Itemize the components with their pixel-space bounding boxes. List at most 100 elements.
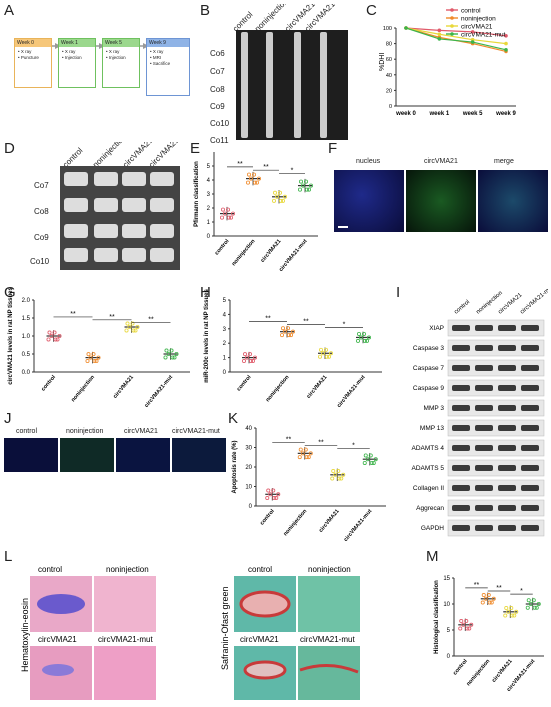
step-week1: Week 1 • X ray • Injection <box>58 38 96 88</box>
data-point <box>253 180 258 185</box>
protein-label: Caspase 3 <box>413 345 444 352</box>
data-point <box>272 198 277 203</box>
blot-col-label: control <box>453 299 471 315</box>
y-tick-label: 2 <box>223 341 227 347</box>
data-point <box>319 347 324 352</box>
legend-marker <box>450 24 454 28</box>
data-point <box>227 215 232 220</box>
mri-col-label: control <box>61 146 85 170</box>
data-point <box>437 28 442 33</box>
blot-band <box>498 525 516 531</box>
data-point <box>85 359 90 364</box>
xray-spine <box>266 32 273 138</box>
step-item: Injection <box>64 55 82 60</box>
data-point <box>337 476 342 481</box>
x-tick-label: noninjection <box>283 508 309 537</box>
data-point <box>503 613 508 618</box>
protein-label: GAPDH <box>421 525 444 532</box>
data-point <box>528 602 533 607</box>
data-point <box>356 331 361 336</box>
y-axis-label: %DHI <box>379 53 386 71</box>
data-point <box>306 455 311 460</box>
sig-label: ** <box>237 161 243 168</box>
blot-band <box>498 485 516 491</box>
sig-label: ** <box>303 318 309 325</box>
sog-title: noninjection <box>308 565 351 574</box>
xray-col-label: control <box>231 10 255 34</box>
data-point <box>243 352 248 357</box>
blot-band <box>521 485 539 491</box>
x-tick-label: week 0 <box>395 111 416 117</box>
step-item: X ray <box>152 49 164 54</box>
data-point <box>55 337 60 342</box>
data-point <box>330 476 335 481</box>
data-point <box>298 187 303 192</box>
panel-a-timeline: Week 0 • X ray • Puncture Week 1 • X ray •… <box>14 38 196 98</box>
data-point <box>52 330 57 335</box>
blot-band <box>475 465 493 471</box>
y-tick-label: 4 <box>207 178 211 184</box>
data-point <box>366 335 371 340</box>
data-point <box>286 326 291 331</box>
data-point <box>231 211 236 216</box>
data-point <box>504 606 509 611</box>
xray-row-label: Co6 <box>210 49 225 58</box>
data-point <box>226 207 231 212</box>
y-axis-label: Pfirmann classification <box>194 161 200 227</box>
data-point <box>362 338 367 343</box>
data-point <box>525 605 530 610</box>
data-point <box>251 359 256 364</box>
data-point <box>327 354 332 359</box>
blot-band <box>452 385 470 391</box>
blot-band <box>498 365 516 371</box>
data-point <box>373 457 378 462</box>
data-point <box>458 626 463 631</box>
data-point <box>223 211 228 216</box>
blot-band <box>452 365 470 371</box>
data-point <box>534 605 539 610</box>
xray-spine <box>241 32 248 138</box>
data-point <box>514 609 519 614</box>
data-point <box>304 179 309 184</box>
panel-k-apoptosis-chart: Apoptosis rate (%) 0 10 20 30 40 control noninj… <box>228 414 394 548</box>
data-point <box>491 596 496 601</box>
data-point <box>242 359 247 364</box>
panel-label-g: G <box>4 284 16 301</box>
data-point <box>253 355 258 360</box>
blot-band <box>521 385 539 391</box>
y-tick-label: 15 <box>443 576 450 582</box>
data-point <box>246 180 251 185</box>
y-tick-label: 1 <box>207 220 211 226</box>
data-point <box>299 179 304 184</box>
data-point <box>328 351 333 356</box>
data-point <box>96 355 101 360</box>
data-point <box>481 593 486 598</box>
he-stain-label: Hematoxylin-eosin <box>20 598 30 672</box>
blot-strip <box>447 359 545 377</box>
blot-band <box>521 345 539 351</box>
x-tick-label: circVMA21 <box>491 658 514 683</box>
blot-band <box>475 345 493 351</box>
data-point <box>245 355 250 360</box>
data-point <box>219 215 224 220</box>
fish-circvma21-image <box>406 170 476 232</box>
panel-e-pfirmann-chart: Pfirmann classification 0 1 2 3 4 5 control noni… <box>190 142 326 282</box>
panel-label-e: E <box>190 140 201 157</box>
panel-f-fish: nucleus circVMA21 merge <box>334 158 548 248</box>
data-point <box>355 338 360 343</box>
blot-band <box>452 345 470 351</box>
y-tick-label: 30 <box>245 446 252 452</box>
y-tick-label: 0 <box>447 654 451 660</box>
blot-band <box>498 445 516 451</box>
y-tick-label: 100 <box>383 26 392 32</box>
data-point <box>369 460 374 465</box>
protein-label: ADAMTS 4 <box>411 445 444 452</box>
mri-col-label: circVMA21-mut <box>147 142 184 169</box>
blot-band <box>498 325 516 331</box>
data-point <box>333 472 338 477</box>
data-point <box>220 207 225 212</box>
data-point <box>276 492 281 497</box>
data-point <box>461 622 466 627</box>
data-point <box>512 613 517 618</box>
blot-band <box>521 445 539 451</box>
